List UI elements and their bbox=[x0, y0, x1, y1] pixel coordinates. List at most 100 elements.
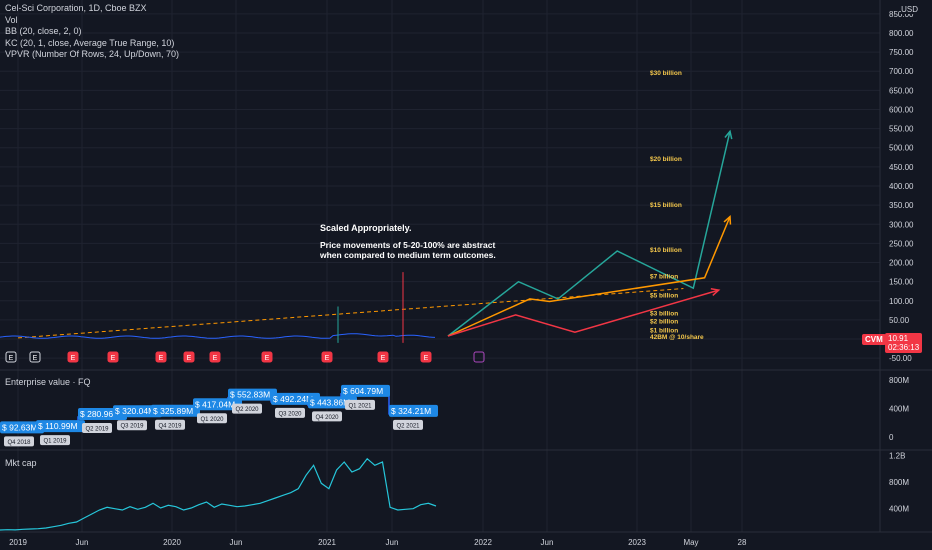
earnings-marker bbox=[209, 351, 221, 363]
currency-label[interactable]: USD bbox=[901, 5, 918, 14]
annotation-body: Price movements of 5-20-100% are abstrac… bbox=[320, 240, 495, 250]
projection-red bbox=[447, 289, 719, 337]
ev-quarter-badge bbox=[232, 403, 262, 414]
projection-orange bbox=[447, 216, 731, 337]
earnings-marker-label: E bbox=[213, 355, 218, 362]
ev-value-badge bbox=[341, 384, 390, 397]
earnings-marker bbox=[420, 351, 432, 363]
ev-quarter-badge bbox=[197, 413, 227, 424]
earnings-marker bbox=[321, 351, 333, 363]
bar-countdown: 02:36:13 bbox=[888, 343, 920, 352]
valuation-label: $7 billion bbox=[650, 274, 678, 281]
earnings-marker bbox=[377, 351, 389, 363]
y-tick-label: 700.00 bbox=[889, 67, 914, 76]
ev-quarter-label: Q4 2019 bbox=[158, 423, 182, 429]
x-tick-label: May bbox=[683, 538, 698, 547]
earnings-marker-label: E bbox=[187, 355, 192, 362]
ev-value-label: $ 280.96M bbox=[80, 409, 120, 419]
projection-arrowhead bbox=[723, 215, 732, 225]
bb-indicator[interactable]: BB (20, close, 2, 0) bbox=[5, 26, 82, 36]
ev-value-label: $ 417.04M bbox=[195, 399, 235, 409]
ev-value-badge bbox=[271, 392, 320, 405]
y-tick-label: 350.00 bbox=[889, 201, 914, 210]
ev-quarter-label: Q2 2021 bbox=[396, 423, 420, 429]
earnings-marker bbox=[67, 351, 79, 363]
annotation-heading: Scaled Appropriately. bbox=[320, 223, 412, 233]
y-tick-label: 200.00 bbox=[889, 259, 914, 268]
ev-value-label: $ 552.83M bbox=[230, 390, 270, 400]
price-axes[interactable]: 850.00 800.00 750.00 700.00 650.00 600.00 550.… bbox=[9, 10, 914, 547]
ev-value-label: $ 325.89M bbox=[153, 406, 193, 416]
ev-quarter-label: Q1 2020 bbox=[200, 417, 224, 423]
ev-value-badge bbox=[36, 420, 85, 433]
valuation-label: $30 billion bbox=[650, 70, 682, 77]
chart-legend: Cel-Sci Corporation, 1D, Cboe BZX Vol BB… bbox=[5, 3, 179, 61]
mc-y-tick-label: 800M bbox=[889, 478, 909, 487]
valuation-label: $3 billion bbox=[650, 310, 678, 317]
main-price-pane: $30 billion $20 billion $15 billion $10 bil… bbox=[0, 70, 733, 363]
x-tick-label: 2022 bbox=[474, 538, 492, 547]
ev-value-badge bbox=[113, 405, 162, 418]
valuation-label: $10 billion bbox=[650, 247, 682, 254]
symbol-title[interactable]: Cel-Sci Corporation, 1D, Cboe BZX bbox=[5, 3, 147, 13]
ev-quarter-badge bbox=[4, 436, 34, 447]
ev-value-badge bbox=[308, 396, 357, 409]
x-tick-label: 2021 bbox=[318, 538, 336, 547]
mkt-cap-line bbox=[0, 457, 437, 531]
earnings-marker-label: E bbox=[33, 355, 38, 362]
y-tick-label: 50.00 bbox=[889, 316, 910, 325]
earnings-marker bbox=[261, 351, 273, 363]
ev-quarter-badge bbox=[82, 422, 112, 433]
y-tick-label: 650.00 bbox=[889, 86, 914, 95]
y-tick-label: -50.00 bbox=[889, 354, 912, 363]
ev-quarter-badge bbox=[117, 420, 147, 431]
symbol-price-tag: CVM bbox=[862, 334, 886, 345]
y-tick-label: 300.00 bbox=[889, 220, 914, 229]
ev-quarter-badge bbox=[275, 407, 305, 418]
valuation-label: 42BM @ 10/share bbox=[650, 334, 704, 341]
x-tick-label: 2023 bbox=[628, 538, 646, 547]
annotation-body: when compared to medium term outcomes. bbox=[319, 250, 496, 260]
ev-quarter-label: Q2 2020 bbox=[235, 407, 259, 413]
x-tick-label: 2019 bbox=[9, 538, 27, 547]
y-tick-label: 400.00 bbox=[889, 182, 914, 191]
ev-quarter-badge bbox=[393, 419, 423, 430]
ev-value-badge bbox=[151, 404, 200, 417]
ev-value-label: $ 604.79M bbox=[343, 386, 383, 396]
kc-indicator[interactable]: KC (20, 1, close, Average True Range, 10… bbox=[5, 37, 175, 48]
mc-y-tick-label: 400M bbox=[889, 505, 909, 514]
ev-y-tick-label: 400M bbox=[889, 405, 909, 414]
earnings-marker bbox=[183, 351, 195, 363]
ev-value-badge bbox=[389, 404, 438, 417]
earnings-marker bbox=[29, 351, 41, 363]
x-tick-label: Jun bbox=[386, 538, 399, 547]
x-tick-label: Jun bbox=[230, 538, 243, 547]
x-tick-label: Jun bbox=[541, 538, 554, 547]
ev-pane-title[interactable]: Enterprise value · FQ bbox=[5, 377, 91, 387]
earnings-marker-label: E bbox=[159, 355, 164, 362]
vpvr-indicator[interactable]: VPVR (Number Of Rows, 24, Up/Down, 70) bbox=[5, 49, 180, 59]
earnings-marker-label: E bbox=[325, 355, 330, 362]
ev-quarter-badge bbox=[155, 419, 185, 430]
y-tick-label: 850.00 bbox=[889, 10, 914, 19]
earnings-marker-label: E bbox=[381, 355, 386, 362]
y-tick-label: 100.00 bbox=[889, 297, 914, 306]
ev-quarter-label: Q4 2018 bbox=[7, 440, 31, 446]
valuation-label: $1 billion bbox=[650, 328, 678, 335]
mktcap-pane-title[interactable]: Mkt cap bbox=[5, 458, 37, 468]
vol-indicator[interactable]: Vol bbox=[5, 14, 18, 25]
current-price: 10.91 bbox=[888, 334, 909, 343]
ev-value-badge bbox=[228, 388, 277, 401]
projection-arrowhead bbox=[724, 129, 733, 140]
ev-value-label: $ 324.21M bbox=[391, 406, 431, 416]
earnings-marker-label: E bbox=[111, 355, 116, 362]
ev-quarter-label: Q1 2021 bbox=[348, 403, 372, 409]
ev-value-badge bbox=[0, 421, 44, 434]
ev-value-label: $ 92.63M bbox=[2, 422, 37, 432]
valuation-label: $2 billion bbox=[650, 319, 678, 326]
earnings-marker bbox=[107, 351, 119, 363]
valuation-label: $15 billion bbox=[650, 202, 682, 209]
ev-value-label: $ 492.24M bbox=[273, 394, 313, 404]
x-tick-label: 28 bbox=[738, 538, 747, 547]
